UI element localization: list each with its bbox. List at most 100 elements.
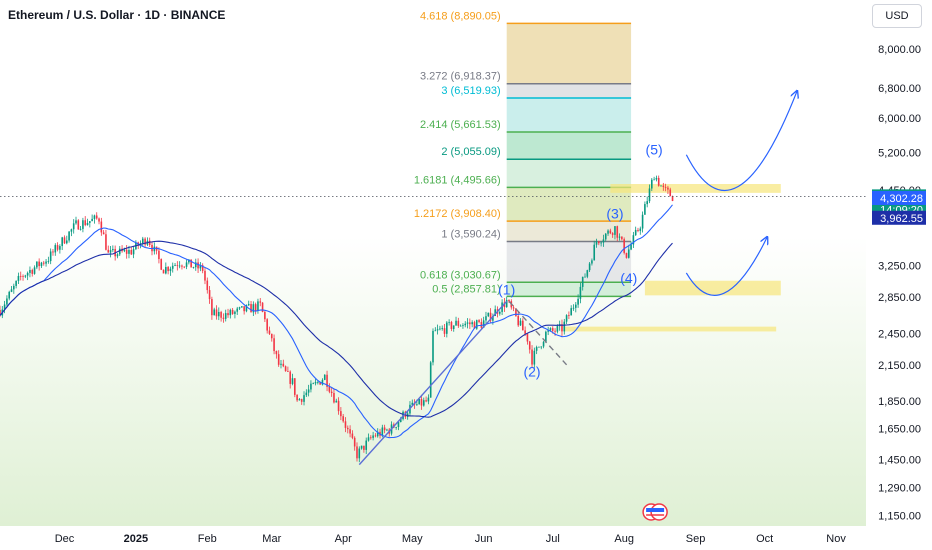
candle [418,398,420,405]
candle [277,350,280,367]
candle [538,346,540,348]
candle [291,373,294,386]
fib-band-6 [506,221,632,242]
candle [314,378,317,386]
candle [36,261,38,270]
candle [305,389,308,398]
candle [0,305,1,317]
candle [397,421,400,431]
candle [441,325,444,331]
price-axis[interactable]: 8,000.006,800.006,000.005,200.004,450.00… [878,44,921,523]
candle [29,266,31,278]
fib-band-0 [506,23,632,84]
support-resistance-zones[interactable] [564,184,781,332]
candle [422,397,425,407]
candle [337,397,340,415]
wave-label[interactable]: (1) [498,282,515,298]
candle [213,307,216,316]
zone-1[interactable] [644,280,781,296]
candle [522,318,524,331]
economic-calendar-icon[interactable] [642,503,668,521]
candle [100,217,103,236]
price-axis-tick: 1,650.00 [878,423,921,435]
candle [639,226,642,235]
fibonacci-extension[interactable]: 4.618 (8,890.05) 3.272 (6,918.37) 3 (6,519… [414,10,632,298]
candle [340,407,342,421]
candle [24,274,27,279]
candle [264,310,266,323]
candle [353,436,356,451]
candle [54,243,57,256]
candle [49,248,52,265]
candle [593,240,596,261]
candle [427,394,430,405]
wave-label[interactable]: (2) [523,363,540,379]
candle [8,290,11,301]
time-axis-tick: Feb [198,533,217,545]
candle [425,396,427,403]
trendline-1[interactable] [358,300,508,466]
candle [42,260,45,266]
candle [607,229,609,236]
price-axis-tick: 2,150.00 [878,360,921,372]
time-axis[interactable]: Dec 2025 Feb Mar Apr May Jun Jul Aug Sep Oct Nov [55,533,847,545]
candle [498,310,501,316]
candle [434,327,437,332]
candle [220,310,222,322]
candle [436,324,439,335]
fib-level-label: 4.618 (8,890.05) [420,10,501,22]
candle [310,380,312,393]
zone-2[interactable] [564,326,777,332]
symbol-title[interactable]: Ethereum / U.S. Dollar · 1D · BINANCE [8,8,226,22]
projection-path-0[interactable] [685,91,797,192]
candle [360,445,363,450]
candle [356,442,358,462]
candle [655,175,658,182]
candle [17,272,20,285]
candle [160,258,163,271]
projection-path-1[interactable] [685,238,767,297]
candle [565,314,568,324]
candle [459,324,462,327]
candle [598,240,600,246]
wave-label[interactable]: (5) [646,142,663,158]
candle [162,269,165,274]
candle [300,398,303,405]
candle [464,321,467,328]
candle [432,328,434,366]
price-tags: 4,331.2914:09:204,302.283,962.55 [0,189,926,225]
candle [298,398,301,401]
candle [561,319,563,336]
candle [70,228,73,237]
candle [112,245,114,253]
wave-label[interactable]: (4) [620,270,637,286]
candle [22,274,24,281]
candle [614,226,616,240]
candle [349,425,351,438]
candle [303,391,305,406]
time-axis-tick: Aug [614,533,634,545]
candle [204,268,206,285]
candle [130,246,133,256]
wave-label[interactable]: (3) [606,206,623,222]
candle [604,232,607,242]
drawing-annotations[interactable]: (1) (2) (3) (4) (5) [358,91,797,466]
candle [623,237,625,255]
zone-0[interactable] [610,184,781,193]
time-axis-tick: Sep [686,533,706,545]
candle [307,384,310,397]
moving-average-line-1 [0,240,673,418]
candle [531,345,533,369]
candle [268,326,271,335]
candle [383,424,386,434]
candle [13,283,15,294]
currency-button[interactable]: USD [872,4,922,28]
trendline-0[interactable] [508,300,568,366]
candle [466,318,469,329]
candle [185,259,188,270]
moving-average-line-0 [0,204,673,439]
candle [533,347,536,368]
time-axis-tick: Jul [546,533,560,545]
event-markers[interactable] [642,503,668,521]
